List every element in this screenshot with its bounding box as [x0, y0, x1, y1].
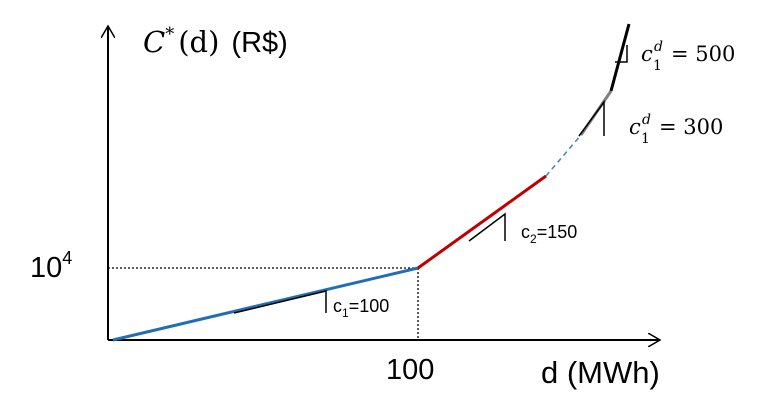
- segment-c1d-500: [609, 23, 631, 92]
- segment-c1: [112, 266, 419, 342]
- slope-triangle-c1d-300: [578, 99, 605, 137]
- x-axis-label: d (MWh): [541, 355, 660, 390]
- svg-text:d: d: [642, 112, 651, 128]
- slope-label-c1d-300: c d 1 = 300: [629, 112, 723, 147]
- svg-text:1: 1: [641, 131, 650, 147]
- svg-text:= 500: = 500: [671, 42, 735, 66]
- y-axis-label: C* (d) (R$): [143, 24, 288, 59]
- svg-text:d: d: [654, 39, 663, 55]
- segment-c2: [417, 174, 547, 270]
- segment-dashed-transition: [545, 134, 582, 177]
- svg-text:= 300: = 300: [659, 115, 723, 139]
- slope-triangle-c2: [468, 212, 506, 242]
- x-tick-label: 100: [386, 354, 434, 386]
- slope-label-c1: c1=100: [333, 296, 389, 320]
- slope-label-c1d-500: c d 1 = 500: [641, 39, 735, 74]
- slope-triangle-c1: [233, 290, 327, 314]
- svg-text:1: 1: [653, 58, 662, 74]
- svg-text:c: c: [641, 42, 653, 66]
- slope-label-c2: c2=150: [521, 222, 577, 246]
- svg-text:c: c: [629, 115, 641, 139]
- slope-triangle-c1d-500: [615, 45, 628, 63]
- y-tick-label: 104: [30, 248, 72, 284]
